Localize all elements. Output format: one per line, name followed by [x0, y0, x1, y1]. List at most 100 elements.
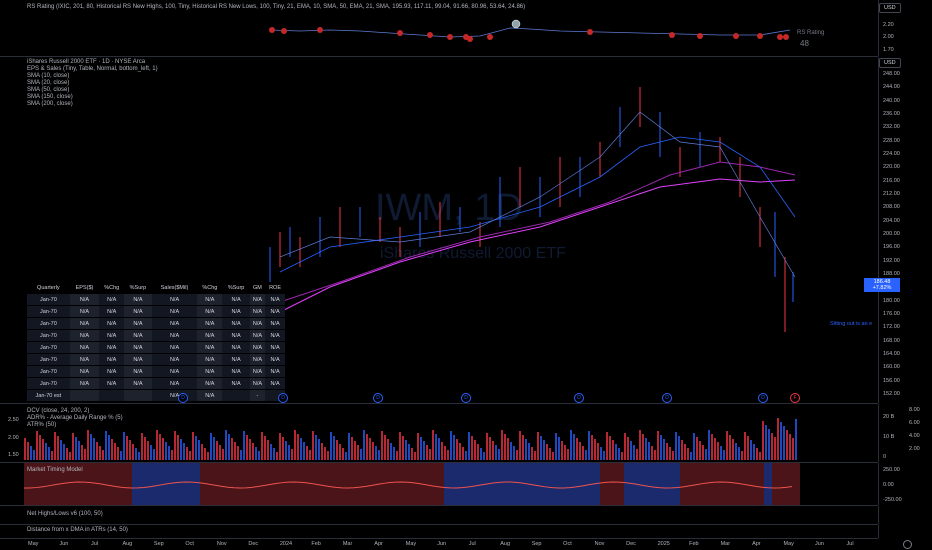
eps-table-cell: N/A — [99, 317, 125, 330]
distance-scale — [878, 525, 932, 538]
eps-table-cell: N/A — [249, 293, 266, 306]
adr-tick: 4.00 — [909, 433, 920, 439]
main-price-pane[interactable]: IWM, 1D iShares Russell 2000 ETF — [0, 57, 878, 404]
dividend-event-icon[interactable]: D — [278, 393, 288, 403]
eps-table-cell: N/A — [99, 305, 125, 318]
adr-tick: 2.00 — [909, 446, 920, 452]
main-currency-button[interactable]: USD — [879, 58, 901, 68]
eps-table-cell: N/A — [151, 353, 198, 366]
indicator-sma-200[interactable]: SMA (200, close) — [27, 101, 73, 107]
timing-tick: 250.00 — [883, 467, 900, 473]
dividend-event-icon[interactable]: D — [178, 393, 188, 403]
eps-table-cell — [265, 389, 285, 401]
watermark-name: iShares Russell 2000 ETF — [380, 245, 566, 262]
eps-table-cell: N/A — [265, 305, 285, 318]
indicator-distance-dma[interactable]: Distance from x DMA in ATRs (14, 50) — [27, 527, 128, 533]
indicator-atr[interactable]: ATR% (50) — [27, 422, 57, 428]
flag-event-icon[interactable]: F — [790, 393, 800, 403]
time-axis-label: Oct — [563, 541, 572, 547]
eps-table-cell: N/A — [151, 293, 198, 306]
rs-currency-button[interactable]: USD — [879, 3, 901, 13]
settings-gear-icon[interactable] — [903, 540, 912, 549]
net-highs-lows-pane[interactable]: Net Highs/Lows v6 (100, 50) — [0, 506, 878, 525]
eps-table-cell: N/A — [197, 317, 223, 330]
eps-table-cell: N/A — [249, 305, 266, 318]
time-axis-label: Sep — [531, 541, 542, 547]
distance-pane[interactable]: Distance from x DMA in ATRs (14, 50) — [0, 525, 878, 539]
rs-rating-pane[interactable]: RS Rating (IXIC, 201, 80, Historical RS … — [0, 0, 878, 57]
price-tick: 240.00 — [883, 97, 900, 104]
indicator-sma-20[interactable]: SMA (20, close) — [27, 80, 70, 86]
eps-table-cell: N/A — [69, 377, 100, 390]
market-timing-scale[interactable]: 250.00 0.00 -250.00 — [878, 463, 932, 505]
rs-rating-name: RS Rating — [797, 30, 825, 36]
volume-pane[interactable]: DCV (close, 24, 200, 2) ADR% - Average D… — [0, 404, 878, 463]
eps-table-header-row: Quarterly EPS($) %Chg %Surp Sales($Mil) … — [27, 282, 285, 294]
eps-table-cell: N/A — [249, 317, 266, 330]
eps-table-row: Jan-70 N/A N/A N/A N/A N/A N/A N/A N/A — [27, 305, 285, 318]
eps-sales-table: Quarterly EPS($) %Chg %Surp Sales($Mil) … — [27, 282, 285, 401]
dividend-event-icon[interactable]: D — [373, 393, 383, 403]
price-tick: 204.00 — [883, 217, 900, 224]
eps-table-cell: N/A — [265, 341, 285, 354]
price-tick: 224.00 — [883, 151, 900, 157]
price-tick: 200.00 — [883, 231, 900, 237]
dividend-event-icon[interactable]: D — [662, 393, 672, 403]
eps-table-cell: N/A — [99, 353, 125, 366]
eps-table-cell: N/A — [249, 329, 266, 342]
eps-table-cell: N/A — [197, 341, 223, 354]
chart-title: iShares Russell 2000 ETF · 1D · NYSE Arc… — [27, 59, 146, 65]
price-tick: 220.00 — [883, 164, 900, 171]
eps-table-cell: N/A — [222, 317, 250, 330]
eps-table-cell: N/A — [249, 377, 266, 390]
dividend-event-icon[interactable]: D — [574, 393, 584, 403]
chart-annotation[interactable]: Sitting out is an e — [830, 321, 873, 327]
price-tick: 244.00 — [883, 84, 900, 91]
time-axis-label: Nov — [216, 541, 227, 547]
eps-table-cell: N/A — [124, 341, 152, 354]
price-tick: 232.00 — [883, 124, 900, 131]
market-timing-pane[interactable]: Market Timing Model — [0, 463, 878, 506]
eps-table-cell: N/A — [265, 329, 285, 342]
eps-table-cell: N/A — [222, 341, 250, 354]
time-axis-label: Aug — [122, 541, 133, 547]
eps-table-period: Jan-70 — [27, 365, 70, 378]
indicator-sma-50[interactable]: SMA (50, close) — [27, 87, 70, 93]
indicator-dcv[interactable]: DCV (close, 24, 200, 2) — [27, 408, 90, 414]
rs-line-chart — [269, 19, 791, 42]
indicator-sma-10[interactable]: SMA (10, close) — [27, 73, 70, 79]
time-axis-label: May — [28, 541, 39, 547]
timing-tick: -250.00 — [883, 497, 902, 503]
eps-table-cell: N/A — [222, 305, 250, 318]
market-timing-bands — [23, 463, 800, 505]
eps-table-cell: N/A — [124, 377, 152, 390]
volume-left-tick: 2.00 — [8, 435, 19, 441]
timing-tick: 0.00 — [883, 482, 894, 488]
eps-table-cell: N/A — [197, 365, 223, 378]
eps-table-cell: - — [249, 389, 266, 401]
eps-table-cell: N/A — [265, 317, 285, 330]
eps-table-row: Jan-70 N/A N/A N/A N/A N/A N/A N/A N/A — [27, 365, 285, 378]
eps-table-cell: N/A — [69, 365, 100, 378]
price-tick: 228.00 — [883, 137, 900, 144]
indicator-market-timing[interactable]: Market Timing Model — [27, 467, 83, 473]
symbol-watermark: IWM, 1D — [375, 187, 523, 230]
eps-table-period: Jan-70 — [27, 341, 70, 354]
eps-table-row: Jan-70 N/A N/A N/A N/A N/A N/A N/A N/A — [27, 293, 285, 306]
last-price-tag: 186.48 +7.82% — [864, 278, 900, 292]
main-price-scale[interactable]: 248.00 244.00 240.00 236.00 232.00 228.00 224.… — [878, 57, 932, 403]
indicator-net-highs-lows[interactable]: Net Highs/Lows v6 (100, 50) — [27, 511, 103, 517]
indicator-adr[interactable]: ADR% - Average Daily Range % (5) — [27, 415, 123, 421]
time-axis-label: Feb — [689, 541, 699, 547]
dividend-event-icon[interactable]: D — [758, 393, 768, 403]
eps-table-cell: N/A — [151, 305, 198, 318]
indicator-eps-sales[interactable]: EPS & Sales (Tiny, Table, Normal, bottom… — [27, 66, 158, 72]
indicator-sma-150[interactable]: SMA (150, close) — [27, 94, 73, 100]
eps-table-cell: N/A — [249, 341, 266, 354]
volume-scale[interactable]: 20 B 10 B 0 8.00 6.00 4.00 2.00 — [878, 404, 932, 462]
eps-table-row: Jan-70 est N/A N/A - — [27, 389, 285, 401]
eps-table-cell: N/A — [197, 329, 223, 342]
eps-table-cell: N/A — [249, 365, 266, 378]
time-axis-label: Apr — [752, 541, 761, 547]
dividend-event-icon[interactable]: D — [461, 393, 471, 403]
